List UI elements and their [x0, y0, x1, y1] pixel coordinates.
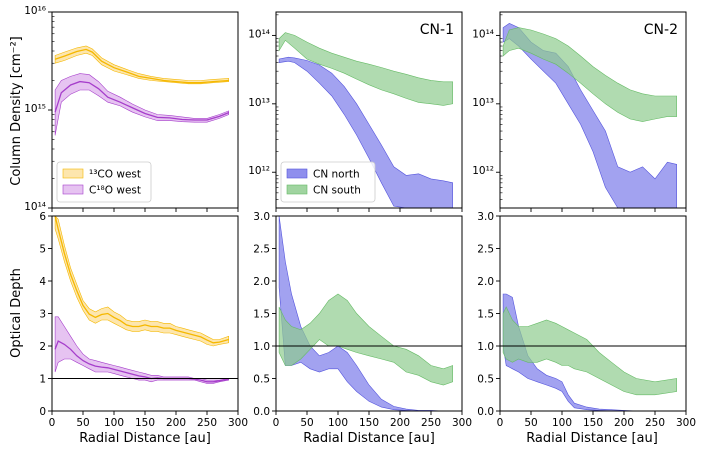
- ytick-label: 10¹⁶: [24, 5, 46, 17]
- plot-area: [502, 23, 677, 208]
- xtick-label: 300: [452, 417, 472, 429]
- band-series-1: [502, 306, 677, 396]
- band-series-1: [502, 27, 677, 122]
- legend-label: ¹³CO west: [89, 169, 141, 181]
- xtick-label: 50: [524, 417, 537, 429]
- xtick-label: 300: [228, 417, 248, 429]
- legend-swatch: [286, 184, 308, 195]
- legend-swatch: [62, 184, 84, 195]
- panel-coldens_cn1: 10¹² 10¹³ 10¹⁴ CN-1 CN north CN south: [248, 11, 463, 212]
- line-series-1: [54, 80, 229, 121]
- xtick-label: 150: [583, 417, 603, 429]
- ytick-label: 10¹²: [248, 165, 270, 177]
- xtick-label: 250: [197, 417, 217, 429]
- xtick-label: 150: [135, 417, 155, 429]
- line-series-0: [54, 48, 229, 84]
- xtick-label: 200: [390, 417, 410, 429]
- ytick-label: 2: [39, 341, 46, 353]
- band-series-0: [278, 56, 453, 208]
- ytick-label: 1.0: [477, 341, 494, 353]
- xtick-label: 50: [76, 417, 89, 429]
- panel-tau_cn2: 0.0 0.5 1.0 1.5 2.0 2.5 3.0 0 50 100 150 200 250 300: [477, 211, 696, 429]
- ytick-label: 10¹³: [248, 97, 270, 109]
- line-series-0: [54, 216, 229, 344]
- ytick-label: 10¹⁴: [24, 201, 46, 213]
- xlabel-panel-1: Radial Distance [au]: [79, 431, 211, 446]
- panel-coldens_co: 10¹⁴ 10¹⁵ 10¹⁶ ¹³CO west C¹⁸O west: [24, 5, 239, 213]
- ytick-label: 0.5: [477, 374, 494, 386]
- ytick-label: 5: [39, 244, 46, 256]
- legend-swatch: [62, 168, 84, 179]
- xtick-label: 200: [614, 417, 634, 429]
- xlabel-panel-3: Radial Distance [au]: [526, 431, 658, 446]
- xtick-label: 250: [421, 417, 441, 429]
- ytick-label: 2.0: [477, 276, 494, 288]
- ytick-label: 3.0: [477, 211, 494, 223]
- band-series-0: [278, 216, 453, 411]
- ytick-label: 10¹³: [472, 97, 494, 109]
- xtick-label: 250: [645, 417, 665, 429]
- band-series-0: [502, 293, 677, 411]
- band-series-0: [54, 45, 229, 85]
- legend-label: CN south: [313, 185, 361, 197]
- ytick-label: 3: [39, 309, 46, 321]
- panel-tau_co: 0 1 2 3 4 5 6 0 50 100 150 200 250 300: [39, 211, 248, 429]
- legend-swatch: [286, 168, 308, 179]
- xtick-label: 100: [552, 417, 572, 429]
- legend-label: C¹⁸O west: [89, 185, 141, 197]
- panel-annotation: CN-2: [644, 22, 678, 38]
- legend: CN north CN south: [280, 161, 376, 203]
- ytick-label: 0.5: [253, 374, 270, 386]
- xtick-label: 150: [359, 417, 379, 429]
- ytick-label: 4: [39, 276, 46, 288]
- plot-area: [500, 293, 686, 411]
- legend-label: CN north: [313, 169, 360, 181]
- xtick-label: 50: [300, 417, 313, 429]
- xlabel-panel-2: Radial Distance [au]: [303, 431, 435, 446]
- xtick-label: 0: [273, 417, 280, 429]
- band-series-1: [278, 32, 453, 106]
- ytick-label: 6: [39, 211, 46, 223]
- ytick-label: 0.0: [477, 406, 494, 418]
- xtick-label: 200: [166, 417, 186, 429]
- ytick-label: 1.5: [253, 309, 270, 321]
- panel-tau_cn1: 0.0 0.5 1.0 1.5 2.0 2.5 3.0 0 50 100 150 200 250 300: [253, 211, 472, 429]
- xtick-label: 0: [497, 417, 504, 429]
- xtick-label: 100: [104, 417, 124, 429]
- panel-annotation: CN-1: [420, 22, 454, 38]
- ytick-label: 10¹²: [472, 165, 494, 177]
- ylabel-optical-depth: Optical Depth: [9, 268, 24, 358]
- xtick-label: 100: [328, 417, 348, 429]
- xtick-label: 300: [676, 417, 696, 429]
- plot-area: [52, 216, 238, 384]
- ylabel-column-density: Column Density [cm⁻²]: [9, 36, 24, 186]
- band-series-0: [54, 216, 229, 347]
- legend: ¹³CO west C¹⁸O west: [56, 161, 152, 203]
- ytick-label: 10¹⁴: [248, 28, 270, 40]
- ytick-label: 10¹⁵: [24, 103, 46, 115]
- ytick-label: 2.5: [477, 244, 494, 256]
- ytick-label: 3.0: [253, 211, 270, 223]
- ytick-label: 2.5: [253, 244, 270, 256]
- ytick-label: 2.0: [253, 276, 270, 288]
- ytick-label: 1.5: [477, 309, 494, 321]
- ytick-label: 0.0: [253, 406, 270, 418]
- ytick-label: 1.0: [253, 341, 270, 353]
- xtick-label: 0: [49, 417, 56, 429]
- ytick-label: 10¹⁴: [472, 28, 494, 40]
- ytick-label: 1: [39, 374, 46, 386]
- plot-area: [54, 45, 229, 136]
- ytick-label: 0: [39, 406, 46, 418]
- plot-area: [276, 216, 462, 411]
- line-series-1: [54, 340, 229, 383]
- band-series-1: [278, 293, 453, 386]
- plot-area: [278, 32, 453, 208]
- panel-coldens_cn2: 10¹² 10¹³ 10¹⁴ CN-2: [472, 11, 687, 212]
